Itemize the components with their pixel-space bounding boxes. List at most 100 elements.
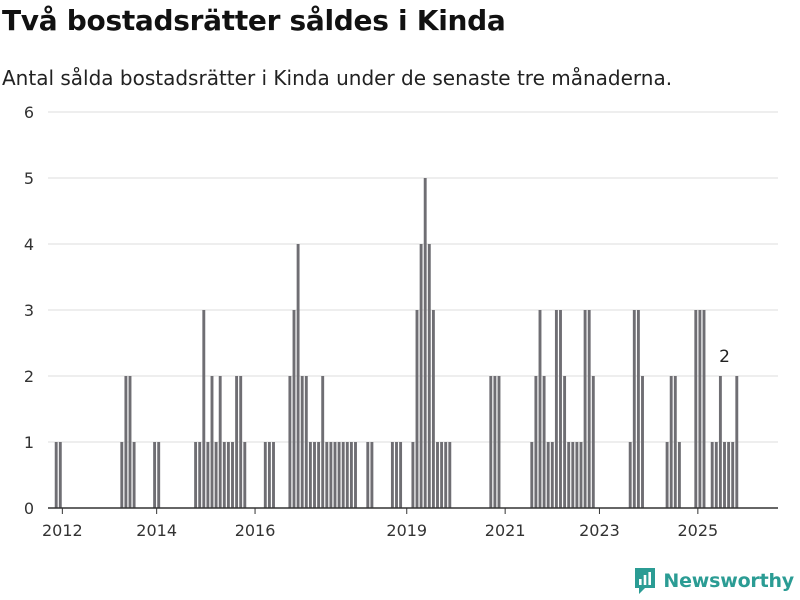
bar [714,442,718,508]
bar [341,442,345,508]
bar [448,442,452,508]
x-tick-label: 2014 [136,521,177,540]
y-tick-label: 3 [24,301,34,320]
bar [727,442,731,508]
bar [304,376,308,508]
bar [120,442,124,508]
bar [239,376,243,508]
brand-name: Newsworthy [663,570,794,592]
x-tick-label: 2016 [235,521,276,540]
y-tick-label: 1 [24,433,34,452]
bar [128,376,132,508]
bar [669,376,673,508]
bar [427,244,431,508]
bar [296,244,300,508]
chart-title: Två bostadsrätter såldes i Kinda [2,4,506,37]
bar [718,376,722,508]
bar [546,442,550,508]
bar [559,310,562,508]
bar [694,310,698,508]
bar [395,442,398,508]
bar [436,442,439,508]
bar [210,376,214,508]
bar [665,442,669,508]
bar [444,442,448,508]
bar [587,310,591,508]
bar [124,376,128,508]
bar [390,442,394,508]
highlight-value-label: 2 [719,347,730,367]
bar [735,376,739,508]
bar [243,442,247,508]
bar [272,442,275,508]
bar [292,310,296,508]
y-tick-label: 5 [24,169,34,188]
bar [218,376,222,508]
bar [206,442,210,508]
bar [554,310,558,508]
y-tick-label: 6 [24,103,34,122]
bar [636,310,640,508]
bar [493,376,497,508]
bar [731,442,735,508]
bar [366,442,370,508]
labels: 2 [719,347,730,367]
bar [575,442,579,508]
bar [431,310,435,508]
bar [300,376,304,508]
x-tick-label: 2019 [386,521,427,540]
bar [222,442,226,508]
bar [419,244,423,508]
bar [263,442,267,508]
bar [702,310,706,508]
bar [440,442,444,508]
bar [673,376,677,508]
bar [349,442,353,508]
newsworthy-logo: Newsworthy [633,566,794,596]
bar [194,442,198,508]
bar [698,310,702,508]
bar [579,442,583,508]
bar [370,442,374,508]
gridlines [48,111,778,443]
bar [641,376,644,508]
bar [550,442,554,508]
bar [583,310,587,508]
x-tick-label: 2025 [677,521,718,540]
bar [542,376,546,508]
bar [132,442,136,508]
bar [723,442,726,508]
bar [231,442,234,508]
bar [288,376,292,508]
bars [54,178,739,508]
bar [235,376,239,508]
bar [198,442,202,508]
x-tick-label: 2021 [485,521,526,540]
x-tick-label: 2023 [579,521,620,540]
bar [157,442,161,508]
bar [538,310,542,508]
bar [530,442,534,508]
bar [628,442,632,508]
bar [329,442,333,508]
bar [423,178,427,508]
bar [632,310,636,508]
bar [563,376,567,508]
bar [202,310,206,508]
y-tick-label: 0 [24,499,34,518]
y-tick-label: 2 [24,367,34,386]
chart-subtitle: Antal sålda bostadsrätter i Kinda under … [2,66,673,90]
bar [313,442,316,508]
bar [321,376,325,508]
bar [567,442,571,508]
bar [337,442,341,508]
bar [214,442,218,508]
newsworthy-logo-icon [635,568,656,594]
bar [345,442,349,508]
bar [153,442,157,508]
bar [534,376,538,508]
bar [571,442,575,508]
bar [317,442,321,508]
bar [399,442,403,508]
